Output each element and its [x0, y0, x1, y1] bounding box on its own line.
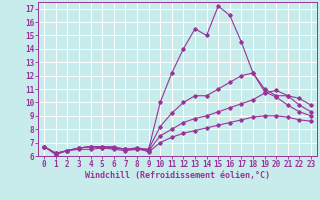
X-axis label: Windchill (Refroidissement éolien,°C): Windchill (Refroidissement éolien,°C)	[85, 171, 270, 180]
